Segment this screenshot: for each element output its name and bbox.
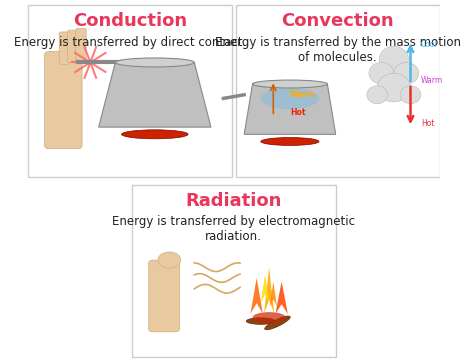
FancyBboxPatch shape bbox=[148, 260, 180, 332]
Polygon shape bbox=[250, 278, 263, 314]
Text: Energy is transferred by direct contact.: Energy is transferred by direct contact. bbox=[14, 35, 246, 49]
Ellipse shape bbox=[264, 316, 290, 330]
FancyBboxPatch shape bbox=[236, 5, 439, 177]
Ellipse shape bbox=[158, 252, 181, 268]
Ellipse shape bbox=[253, 312, 286, 323]
Ellipse shape bbox=[121, 130, 188, 139]
FancyBboxPatch shape bbox=[45, 52, 82, 149]
Circle shape bbox=[400, 86, 421, 104]
Text: Cool: Cool bbox=[421, 40, 438, 49]
Circle shape bbox=[377, 73, 410, 102]
Circle shape bbox=[379, 46, 409, 71]
Text: Radiation: Radiation bbox=[186, 192, 282, 210]
Ellipse shape bbox=[261, 88, 319, 109]
Polygon shape bbox=[275, 282, 288, 314]
Text: Warm: Warm bbox=[290, 90, 315, 99]
Circle shape bbox=[394, 63, 419, 84]
Text: Energy is transferred by electromagnetic
radiation.: Energy is transferred by electromagnetic… bbox=[112, 215, 356, 243]
Text: Energy is transferred by the mass motion
of molecules.: Energy is transferred by the mass motion… bbox=[215, 35, 461, 63]
Circle shape bbox=[367, 86, 388, 104]
FancyBboxPatch shape bbox=[76, 28, 86, 61]
Polygon shape bbox=[270, 282, 277, 307]
FancyBboxPatch shape bbox=[28, 5, 232, 177]
Polygon shape bbox=[261, 274, 269, 303]
Text: Conduction: Conduction bbox=[73, 12, 187, 30]
Polygon shape bbox=[244, 84, 336, 134]
Text: Convection: Convection bbox=[282, 12, 394, 30]
FancyBboxPatch shape bbox=[67, 30, 78, 63]
Text: Hot: Hot bbox=[421, 119, 434, 128]
Polygon shape bbox=[99, 63, 211, 127]
Text: Warm: Warm bbox=[421, 76, 443, 85]
Ellipse shape bbox=[246, 318, 275, 324]
Ellipse shape bbox=[261, 138, 319, 146]
Polygon shape bbox=[264, 267, 274, 314]
Text: Hot: Hot bbox=[290, 108, 305, 117]
FancyBboxPatch shape bbox=[59, 32, 70, 64]
FancyBboxPatch shape bbox=[132, 185, 336, 357]
Ellipse shape bbox=[253, 80, 328, 88]
Circle shape bbox=[369, 63, 394, 84]
Ellipse shape bbox=[115, 58, 194, 67]
